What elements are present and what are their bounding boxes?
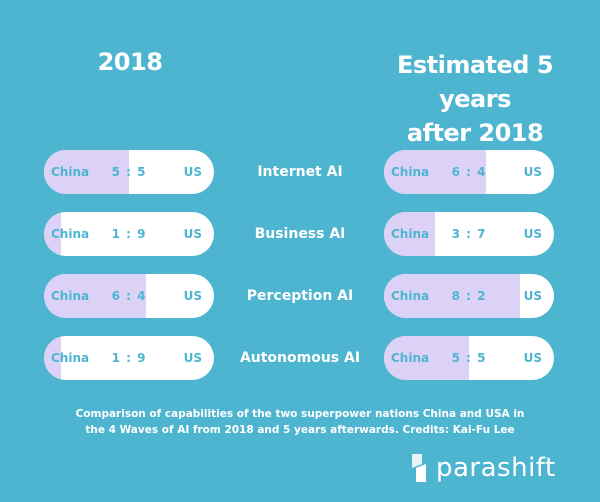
china-share-fill bbox=[384, 336, 469, 380]
comparison-bar: China 5 : 5 US bbox=[384, 336, 554, 380]
comparison-bar: China 1 : 9 US bbox=[44, 212, 214, 256]
comparison-bar: China 6 : 4 US bbox=[384, 150, 554, 194]
comparison-bar: China 5 : 5 US bbox=[44, 150, 214, 194]
ratio-label: 5 : 5 bbox=[111, 165, 147, 179]
heading-estimated-line1: Estimated 5 years bbox=[396, 51, 554, 113]
parashift-logo: parashift bbox=[408, 450, 556, 486]
china-label: China bbox=[51, 351, 90, 365]
heading-estimated: Estimated 5 years after 2018 bbox=[360, 48, 590, 150]
category-label: Perception AI bbox=[246, 288, 354, 304]
china-label: China bbox=[391, 351, 430, 365]
heading-2018: 2018 bbox=[97, 48, 163, 76]
china-share-fill bbox=[384, 150, 486, 194]
ratio-label: 6 : 4 bbox=[451, 165, 487, 179]
category-label: Internet AI bbox=[257, 164, 343, 180]
china-share-fill bbox=[44, 150, 129, 194]
us-label: US bbox=[523, 165, 542, 179]
us-label: US bbox=[183, 227, 202, 241]
caption-line1: Comparison of capabilities of the two su… bbox=[75, 408, 525, 420]
us-label: US bbox=[523, 289, 542, 303]
china-share-fill bbox=[44, 274, 146, 318]
category-label: Business AI bbox=[254, 226, 346, 242]
china-label: China bbox=[391, 289, 430, 303]
china-label: China bbox=[51, 289, 90, 303]
china-share-fill bbox=[44, 336, 61, 380]
china-label: China bbox=[51, 227, 90, 241]
ratio-label: 1 : 9 bbox=[111, 227, 147, 241]
china-label: China bbox=[391, 165, 430, 179]
ratio-label: 8 : 2 bbox=[451, 289, 487, 303]
parashift-logo-icon bbox=[412, 454, 426, 482]
us-label: US bbox=[183, 165, 202, 179]
china-share-fill bbox=[44, 212, 61, 256]
ratio-label: 1 : 9 bbox=[111, 351, 147, 365]
ratio-label: 6 : 4 bbox=[111, 289, 147, 303]
china-share-fill bbox=[384, 212, 435, 256]
comparison-bar: China 8 : 2 US bbox=[384, 274, 554, 318]
us-label: US bbox=[183, 351, 202, 365]
us-label: US bbox=[183, 289, 202, 303]
category-label: Autonomous AI bbox=[239, 350, 361, 366]
china-label: China bbox=[51, 165, 90, 179]
ratio-label: 3 : 7 bbox=[451, 227, 487, 241]
us-label: US bbox=[523, 351, 542, 365]
china-label: China bbox=[391, 227, 430, 241]
us-label: US bbox=[523, 227, 542, 241]
caption-line2: the 4 Waves of AI from 2018 and 5 years … bbox=[85, 424, 515, 436]
comparison-bar: China 6 : 4 US bbox=[44, 274, 214, 318]
heading-estimated-line2: after 2018 bbox=[406, 119, 544, 147]
china-share-fill bbox=[384, 274, 520, 318]
caption: Comparison of capabilities of the two su… bbox=[30, 406, 570, 438]
comparison-bar: China 3 : 7 US bbox=[384, 212, 554, 256]
ratio-label: 5 : 5 bbox=[451, 351, 487, 365]
comparison-bar: China 1 : 9 US bbox=[44, 336, 214, 380]
logo-text: parashift bbox=[436, 453, 556, 483]
